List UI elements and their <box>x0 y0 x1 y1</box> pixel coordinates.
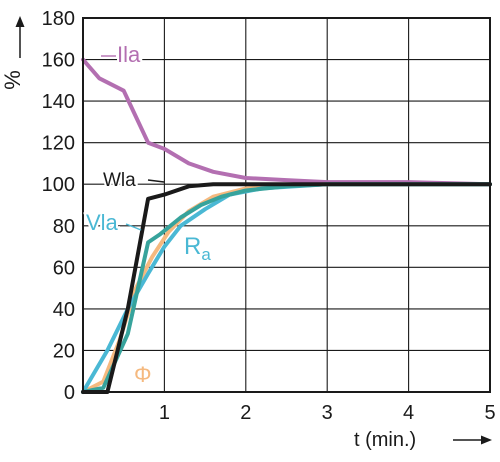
x-axis-label: t (min.) <box>354 429 416 451</box>
x-tick-label: 4 <box>403 402 414 424</box>
y-tick-label: 100 <box>42 174 75 196</box>
series-label-text: Wla <box>103 170 136 191</box>
series-label-leader <box>147 179 165 183</box>
y-tick-label: 60 <box>53 257 75 279</box>
series-label-leader <box>125 223 142 231</box>
y-tick-label: 20 <box>53 340 75 362</box>
plot-frame <box>82 17 491 393</box>
series-label-wla: Wla <box>103 170 136 191</box>
series-line-ila <box>81 57 492 187</box>
y-tick-label: 0 <box>64 382 75 404</box>
x-tick-label: 2 <box>240 402 251 424</box>
y-tick-label: 40 <box>53 299 75 321</box>
series-label-ila: Ila <box>117 42 141 67</box>
series-label-subscript: a <box>201 245 211 264</box>
y-tick-label: 140 <box>42 91 75 113</box>
y-tick-label: 160 <box>42 50 75 72</box>
x-tick-label: 3 <box>322 402 333 424</box>
series-lines <box>81 57 492 394</box>
y-tick-label: 120 <box>42 133 75 155</box>
y-axis-label: % <box>0 70 25 90</box>
x-tick-label: 1 <box>159 402 170 424</box>
plot-border <box>82 17 491 393</box>
y-tick-label: 180 <box>42 8 75 30</box>
series-label-text: Φ <box>134 362 152 387</box>
x-axis-arrow <box>453 435 492 445</box>
y-tick-label: 80 <box>53 216 75 238</box>
series-label-text: Ila <box>117 42 141 67</box>
x-tick-label: 5 <box>484 402 495 424</box>
series-labels: Ila Wla Vla Ra Φ <box>84 40 213 389</box>
tick-labels: 0 20 40 60 80 100 120 140 160 180 1 2 3 4 5 <box>42 8 496 424</box>
series-label-text: R <box>184 233 201 260</box>
series-label-: Φ <box>134 362 152 387</box>
series-label-ra: Ra <box>184 233 211 264</box>
series-label-text: Vla <box>86 210 119 235</box>
series-line-wla <box>81 182 492 394</box>
y-axis-arrow <box>15 16 25 58</box>
series-label-vla: Vla <box>86 210 119 235</box>
